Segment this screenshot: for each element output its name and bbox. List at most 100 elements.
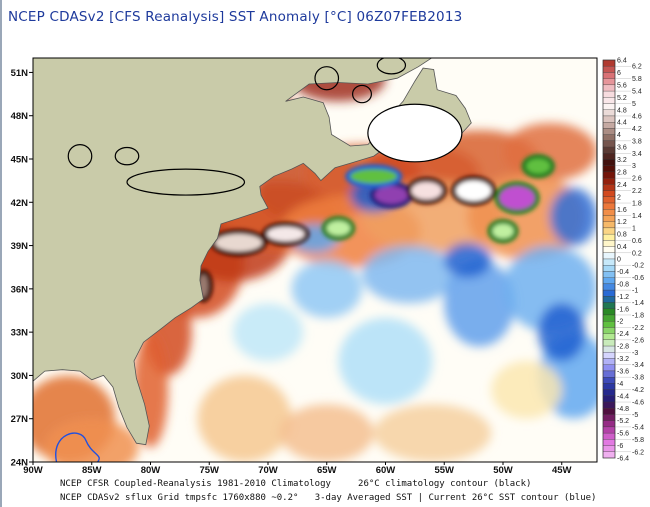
- colorbar-swatch: [602, 252, 616, 260]
- colorbar-swatch: [602, 302, 616, 309]
- colorbar-label: -3.4: [632, 362, 644, 369]
- anomaly-center: [350, 169, 398, 184]
- colorbar-swatch: [602, 258, 616, 266]
- climatology-contour: [67, 143, 93, 169]
- colorbar-label: -0.8: [617, 281, 629, 288]
- anomaly-center: [374, 186, 408, 204]
- climatology-contour: [314, 66, 340, 91]
- colorbar-label: -1: [632, 288, 638, 295]
- colorbar-label: 5.4: [632, 89, 642, 96]
- colorbar-swatch: [602, 78, 616, 86]
- anomaly-region: [197, 375, 292, 462]
- colorbar-label: -3.6: [617, 368, 629, 375]
- map-title: NCEP CDASv2 [CFS Reanalysis] SST Anomaly…: [8, 9, 463, 25]
- colorbar-swatch: [602, 277, 616, 285]
- contour-layer: [55, 58, 463, 462]
- colorbar-label: 4: [617, 132, 621, 139]
- colorbar-label: 1.6: [617, 207, 627, 214]
- colorbar-label: -4.4: [617, 393, 629, 400]
- colorbar-swatch: [602, 171, 616, 179]
- footer-sst-contour: 3-day Averaged SST | Current 26°C SST co…: [314, 493, 597, 503]
- lon-tick-label: 85W: [82, 465, 102, 476]
- colorbar-label: -0.6: [632, 275, 644, 282]
- lon-tick-label: 75W: [199, 465, 219, 476]
- anomaly-center: [492, 223, 514, 239]
- axis-ticks: 90W 85W 80W 75W 70W 65W 60W 55W 50W 45W 24N 27N 30N 3…: [11, 68, 572, 476]
- colorbar-swatch: [602, 333, 616, 340]
- colorbar-swatch: [602, 190, 616, 197]
- lon-tick-label: 60W: [376, 465, 396, 476]
- colorbar-label: 1.2: [617, 219, 627, 226]
- colorbar-label: -1.8: [632, 312, 644, 319]
- lon-tick-label: 55W: [434, 465, 454, 476]
- colorbar-label: 5.8: [632, 76, 642, 83]
- colorbar-label: -4.8: [617, 406, 629, 413]
- colorbar-swatch: [602, 414, 616, 421]
- colorbar-label: -6: [617, 443, 623, 450]
- colorbar-swatch: [602, 240, 616, 247]
- colorbar-swatch: [602, 84, 616, 92]
- colorbar-label: 2.4: [617, 182, 627, 189]
- colorbar-label: 2.2: [632, 188, 642, 195]
- colorbar-label: 5.6: [617, 82, 627, 89]
- colorbar-swatch: [602, 233, 616, 241]
- climatology-contour: [126, 168, 246, 196]
- colorbar-swatch: [602, 289, 616, 297]
- colorbar-swatch: [602, 202, 616, 210]
- lat-tick-label: 36N: [11, 284, 29, 295]
- climatology-contour: [376, 58, 407, 75]
- colorbar-label: -2.4: [617, 331, 629, 338]
- lon-tick-label: 65W: [317, 465, 337, 476]
- colorbar-swatch: [602, 146, 616, 154]
- colorbar-label: 5.2: [617, 95, 627, 102]
- lat-tick-label: 48N: [11, 111, 29, 122]
- colorbar-swatch: [602, 246, 616, 253]
- colorbar-swatch: [602, 134, 616, 141]
- anomaly-region: [291, 260, 362, 318]
- colorbar-label: 1.4: [632, 213, 642, 220]
- colorbar-label: -4: [617, 381, 623, 388]
- colorbar-swatch: [602, 408, 616, 415]
- colorbar-swatch: [602, 271, 616, 278]
- colorbar-swatch: [602, 109, 616, 117]
- lat-tick-label: 30N: [11, 371, 29, 382]
- anomaly-center: [499, 186, 535, 210]
- colorbar-swatch: [602, 215, 616, 222]
- colorbar-swatch: [602, 115, 616, 123]
- colorbar-label: -3.2: [617, 356, 629, 363]
- colorbar-label: -0.4: [617, 269, 629, 276]
- colorbar-swatch: [602, 426, 616, 434]
- colorbar-label: 3: [632, 163, 636, 170]
- colorbar-label: 3.2: [617, 157, 627, 164]
- colorbar-swatch: [602, 196, 616, 204]
- anomaly-region: [444, 260, 515, 347]
- colorbar-swatch: [602, 140, 616, 148]
- lon-tick-label: 80W: [141, 465, 161, 476]
- colorbar-swatch: [602, 159, 616, 166]
- anomaly-region: [44, 418, 139, 462]
- colorbar-swatch: [602, 389, 616, 396]
- colorbar-label: -4.6: [632, 400, 644, 407]
- anomaly-center: [215, 234, 263, 252]
- anomaly-region: [538, 303, 586, 361]
- colorbar-label: 4.2: [632, 126, 642, 133]
- anomaly-region: [444, 242, 492, 278]
- anomaly-region: [232, 303, 304, 361]
- colorbar-swatch: [602, 370, 616, 378]
- colorbar-swatch: [602, 401, 616, 409]
- colorbar-label: -6.2: [632, 449, 644, 456]
- colorbar-label: 3.4: [632, 151, 642, 158]
- lat-tick-label: 33N: [11, 328, 29, 339]
- colorbar-label: -2: [617, 319, 623, 326]
- colorbar-label: 6: [617, 70, 621, 77]
- map-border: [32, 57, 598, 463]
- colorbar-label: 0: [617, 257, 621, 264]
- colorbar-swatch: [602, 128, 616, 135]
- colorbar-label: 1.8: [632, 201, 642, 208]
- footer-climatology: NCEP CFSR Coupled-Reanalysis 1981-2010 C…: [60, 479, 331, 489]
- colorbar-label: -3: [632, 350, 638, 357]
- anomaly-region: [491, 361, 562, 419]
- colorbar-swatch: [602, 103, 616, 110]
- land-mass: [33, 58, 433, 446]
